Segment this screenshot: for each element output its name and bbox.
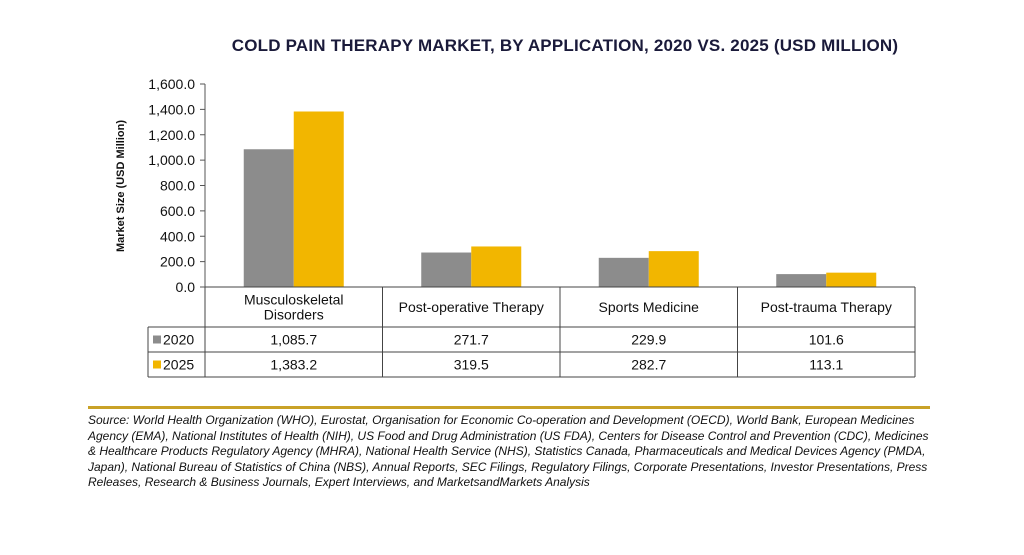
table-value: 1,085.7 [270, 332, 317, 348]
legend-label-2025: 2025 [163, 357, 194, 373]
table-value: 101.6 [809, 332, 844, 348]
category-label: Post-operative Therapy [399, 299, 544, 315]
bar-2025-0 [293, 111, 344, 287]
bar-chart: 0.0 200.0 400.0 600.0 800.0 1,000.0 1,200.0 1,4… [115, 76, 916, 378]
bar-2020-0 [243, 149, 294, 287]
bar-2020-3 [776, 274, 827, 287]
bar-2025-3 [826, 272, 877, 287]
y-axis-label: Market Size (USD Million) [115, 120, 127, 252]
category-label: Disorders [264, 307, 324, 323]
chart-title: COLD PAIN THERAPY MARKET, BY APPLICATION… [231, 36, 899, 55]
legend-swatch-2025 [153, 360, 161, 369]
y-tick-label: 600.0 [160, 203, 195, 219]
bar-2020-1 [421, 252, 472, 287]
table-value: 282.7 [631, 357, 666, 373]
bar-2025-1 [471, 246, 522, 287]
table-value: 113.1 [809, 357, 843, 373]
y-tick-label: 1,200.0 [148, 127, 195, 143]
category-label: Post-trauma Therapy [761, 299, 892, 315]
table-value: 319.5 [454, 357, 489, 373]
table-value: 1,383.2 [270, 357, 317, 373]
source-divider [88, 406, 930, 409]
table-value: 229.9 [631, 332, 666, 348]
legend-label-2020: 2020 [163, 332, 194, 348]
y-tick-label: 1,600.0 [148, 76, 195, 92]
bar-2020-2 [598, 257, 649, 287]
y-tick-label: 200.0 [160, 254, 195, 270]
y-tick-label: 800.0 [160, 178, 195, 194]
category-label: Musculoskeletal [244, 292, 344, 308]
category-label: Sports Medicine [599, 299, 700, 315]
y-tick-label: 400.0 [160, 228, 195, 244]
bar-2025-2 [648, 251, 699, 287]
table-value: 271.7 [454, 332, 489, 348]
y-tick-label: 1,000.0 [148, 152, 195, 168]
source-note: Source: World Health Organization (WHO),… [88, 413, 929, 489]
legend-swatch-2020 [153, 335, 161, 344]
y-tick-label: 1,400.0 [148, 101, 195, 117]
y-tick-label: 0.0 [176, 279, 196, 295]
